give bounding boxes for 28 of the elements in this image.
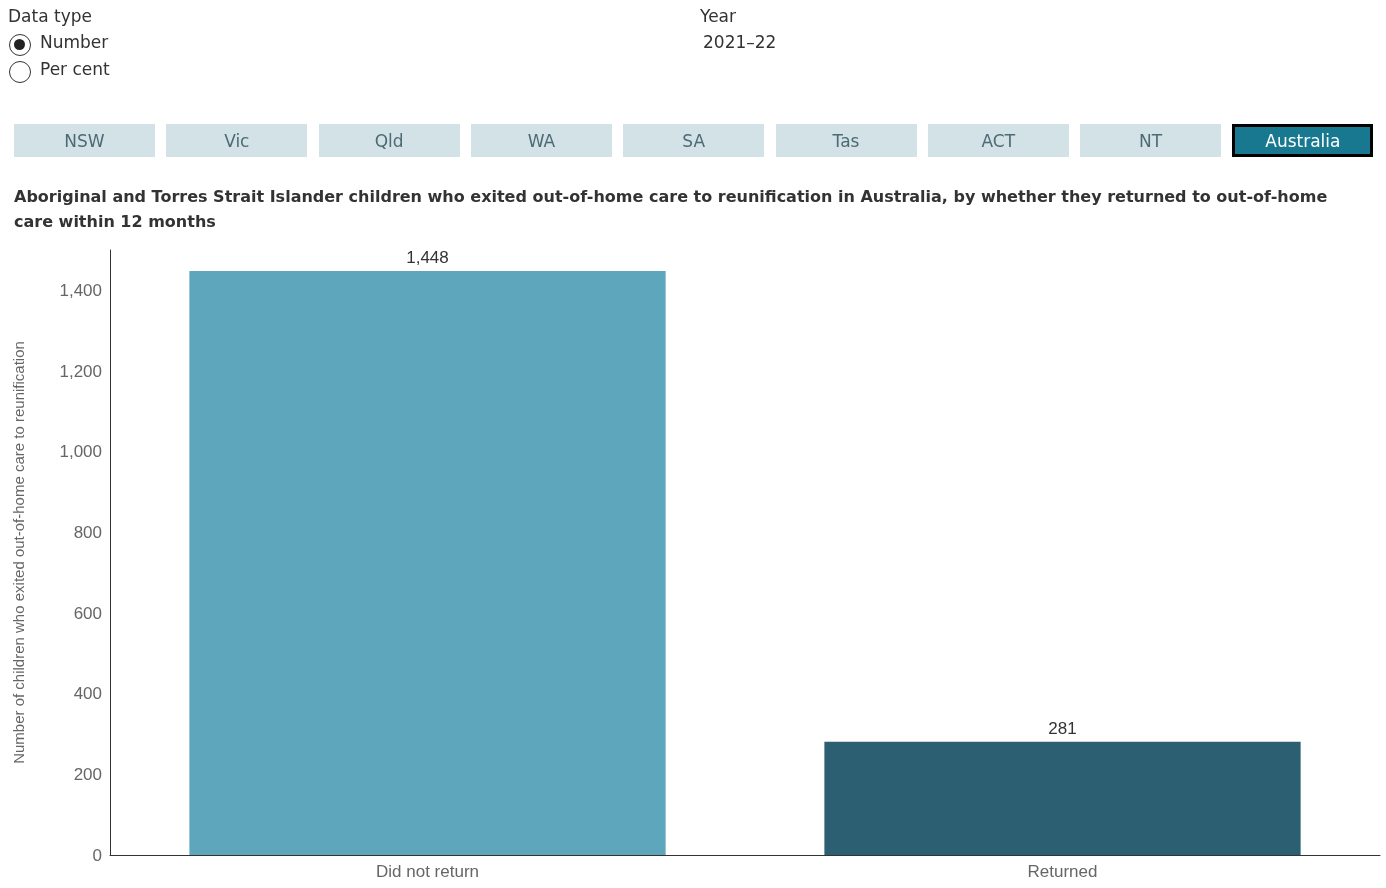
text: ACT [927, 124, 1069, 157]
text: SA [623, 124, 765, 157]
text: Number [40, 32, 109, 52]
y-tick-label: 800 [73, 522, 102, 542]
text: Year [700, 6, 736, 26]
text: Australia [1232, 124, 1374, 157]
text: NSW [14, 124, 155, 157]
y-tick-label: 600 [73, 603, 102, 623]
y-tick-label: 200 [73, 764, 102, 784]
x-tick-label: Returned [1027, 862, 1098, 881]
y-tick-label: 400 [73, 684, 102, 704]
y-tick-label: 1,000 [59, 442, 102, 462]
text: Vic [166, 124, 308, 157]
text: Tas [775, 124, 917, 157]
x-tick-label: Did not return [376, 862, 479, 881]
y-tick-label: 0 [92, 845, 102, 865]
y-tick-label: 1,400 [59, 280, 102, 300]
text: NT [1080, 124, 1222, 157]
text: 2021–22 [703, 32, 777, 52]
text: WA [470, 124, 612, 157]
y-axis-title: Number of children who exited out-of-home care to reunification [10, 341, 27, 764]
y-tick-label: 1,200 [59, 361, 102, 381]
text: Data type [8, 6, 92, 26]
text: Qld [318, 124, 460, 157]
data-label: 1,448 [406, 247, 449, 267]
chart-title: Aboriginal and Torres Strait Islander children who exited out-of-home care to reunification in Australia, by whether they returned to out-of-home care within 12 months [14, 186, 1329, 233]
data-label: 281 [1048, 718, 1077, 738]
text: Per cent [40, 59, 110, 79]
